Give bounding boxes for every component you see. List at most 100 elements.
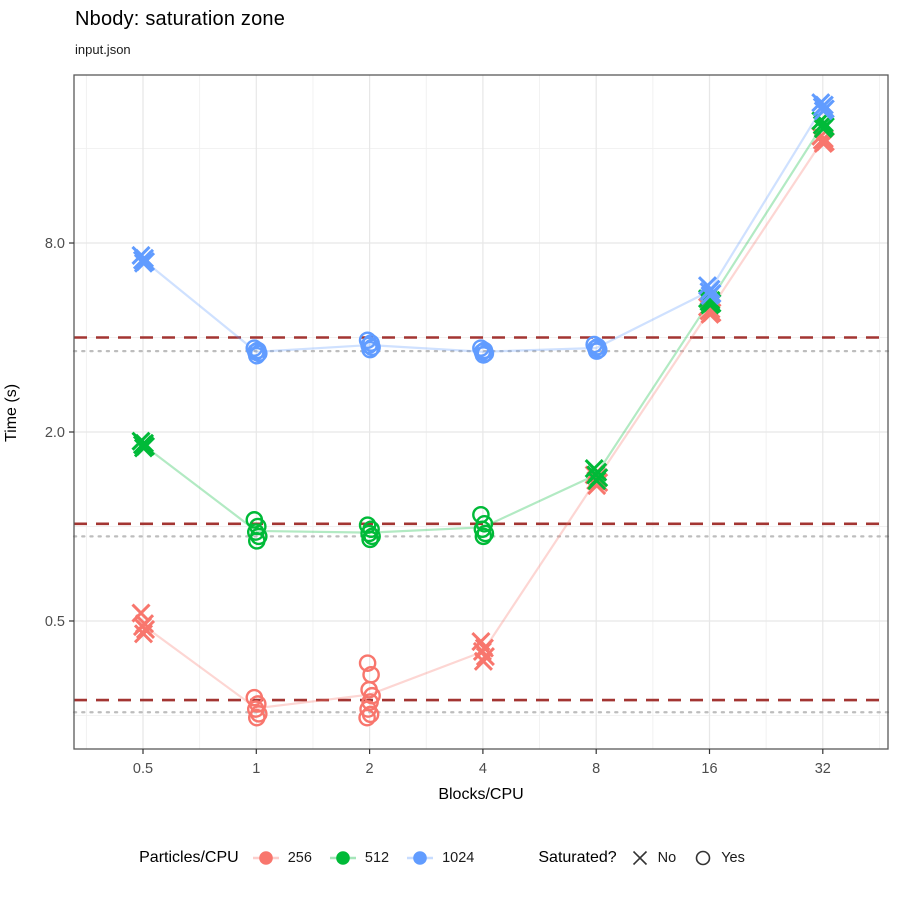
data-point-circle-512 — [472, 505, 490, 524]
data-point-circle-256 — [247, 708, 266, 727]
data-point-cross-512 — [135, 436, 156, 456]
x-tick-label: 2 — [366, 761, 374, 777]
y-tick-label: 8.0 — [45, 236, 65, 252]
data-point-circle-1024 — [475, 341, 494, 360]
data-point-circle-256 — [361, 705, 380, 724]
data-point-cross-512 — [700, 295, 720, 315]
data-point-cross-512 — [588, 462, 608, 482]
data-point-circle-512 — [245, 511, 264, 529]
data-point-circle-256 — [358, 708, 376, 727]
data-point-cross-256 — [813, 133, 833, 154]
data-point-cross-512 — [586, 465, 606, 485]
color-legend-entries: 256 512 1024 — [251, 847, 491, 869]
chart-subtitle: input.json — [75, 42, 131, 57]
data-point-circle-256 — [245, 688, 264, 707]
data-point-cross-256 — [815, 132, 835, 152]
y-axis-title: Time (s) — [3, 383, 20, 443]
data-point-cross-512 — [699, 292, 719, 312]
data-point-circle-512 — [360, 524, 378, 543]
data-point-circle-512 — [474, 527, 493, 546]
data-point-cross-512 — [133, 438, 154, 458]
data-point-cross-256 — [132, 616, 153, 637]
data-point-circle-1024 — [362, 334, 380, 352]
data-point-circle-512 — [247, 532, 266, 550]
y-tick-label: 2.0 — [45, 425, 65, 441]
data-point-circle-512 — [476, 524, 495, 543]
data-point-circle-512 — [246, 523, 265, 541]
data-point-cross-256 — [474, 638, 494, 658]
data-point-cross-512 — [812, 115, 832, 135]
data-point-cross-512 — [814, 113, 834, 133]
data-point-circle-256 — [248, 695, 267, 713]
data-point-circle-1024 — [473, 343, 492, 361]
data-point-circle-1024 — [474, 346, 493, 364]
data-point-cross-1024 — [699, 282, 719, 302]
data-point-circle-512 — [475, 514, 494, 533]
data-point-cross-1024 — [697, 276, 718, 296]
shape-legend: Saturated? No Yes — [538, 847, 760, 869]
data-point-cross-1024 — [811, 93, 831, 113]
color-label-256: 256 — [287, 850, 312, 866]
data-point-cross-512 — [702, 293, 722, 313]
color-legend-title: Particles/CPU — [139, 849, 239, 866]
data-point-cross-1024 — [131, 245, 151, 266]
data-point-cross-256 — [584, 465, 604, 485]
data-point-circle-256 — [360, 680, 378, 699]
data-point-cross-1024 — [700, 286, 720, 306]
cross-key-icon — [632, 850, 647, 866]
data-point-cross-256 — [473, 651, 493, 671]
panel-border — [73, 74, 889, 750]
x-tick-label: 4 — [479, 761, 487, 777]
data-point-circle-512 — [249, 527, 268, 546]
data-point-circle-256 — [361, 693, 379, 711]
data-point-circle-1024 — [245, 339, 264, 357]
data-point-cross-256 — [588, 468, 608, 488]
data-point-cross-1024 — [813, 101, 833, 121]
data-point-circle-1024 — [249, 344, 268, 363]
data-point-cross-1024 — [702, 284, 722, 304]
circle-key-icon — [695, 850, 711, 866]
x-tick-label: 16 — [701, 761, 717, 777]
data-point-cross-512 — [131, 431, 151, 451]
shape-legend-title: Saturated? — [538, 849, 617, 866]
data-point-cross-256 — [811, 126, 831, 146]
data-point-cross-256 — [135, 619, 156, 639]
data-point-cross-256 — [702, 303, 722, 323]
data-point-circle-512 — [362, 520, 380, 539]
data-point-cross-1024 — [135, 252, 156, 272]
data-point-circle-512 — [361, 530, 379, 549]
data-point-cross-256 — [586, 471, 606, 491]
data-point-cross-1024 — [701, 279, 721, 299]
shape-label-yes: Yes — [721, 850, 745, 866]
legend-entry-512: 512 — [328, 847, 389, 869]
data-point-cross-256 — [471, 631, 491, 652]
x-tick-label: 0.5 — [133, 761, 153, 777]
data-point-circle-512 — [363, 527, 381, 546]
data-point-cross-512 — [697, 289, 718, 309]
data-point-cross-512 — [132, 435, 153, 455]
color-key-icon — [329, 851, 356, 865]
data-point-cross-256 — [131, 603, 151, 623]
data-point-cross-256 — [812, 130, 832, 150]
data-point-circle-1024 — [358, 331, 377, 350]
data-point-cross-256 — [587, 476, 607, 496]
data-point-circle-256 — [246, 700, 265, 718]
data-point-cross-512 — [134, 433, 155, 453]
data-point-cross-256 — [697, 297, 718, 317]
data-point-circle-256 — [359, 700, 377, 718]
x-axis-title: Blocks/CPU — [438, 786, 524, 803]
data-point-circle-256 — [363, 686, 381, 705]
panel-background — [74, 75, 888, 749]
data-point-circle-1024 — [360, 336, 378, 355]
data-point-cross-512 — [584, 458, 604, 479]
data-point-cross-512 — [701, 290, 721, 310]
legend-entry-1024: 1024 — [405, 847, 474, 869]
legend: Particles/CPU 256 512 1024 Saturated? No Y… — [0, 840, 900, 876]
trend-line-256 — [142, 139, 824, 710]
trend-line-512 — [142, 124, 824, 534]
data-point-cross-512 — [813, 119, 833, 139]
x-tick-label: 1 — [252, 761, 260, 777]
data-point-circle-1024 — [589, 340, 608, 359]
data-point-circle-1024 — [361, 340, 379, 359]
data-point-cross-256 — [700, 304, 720, 324]
